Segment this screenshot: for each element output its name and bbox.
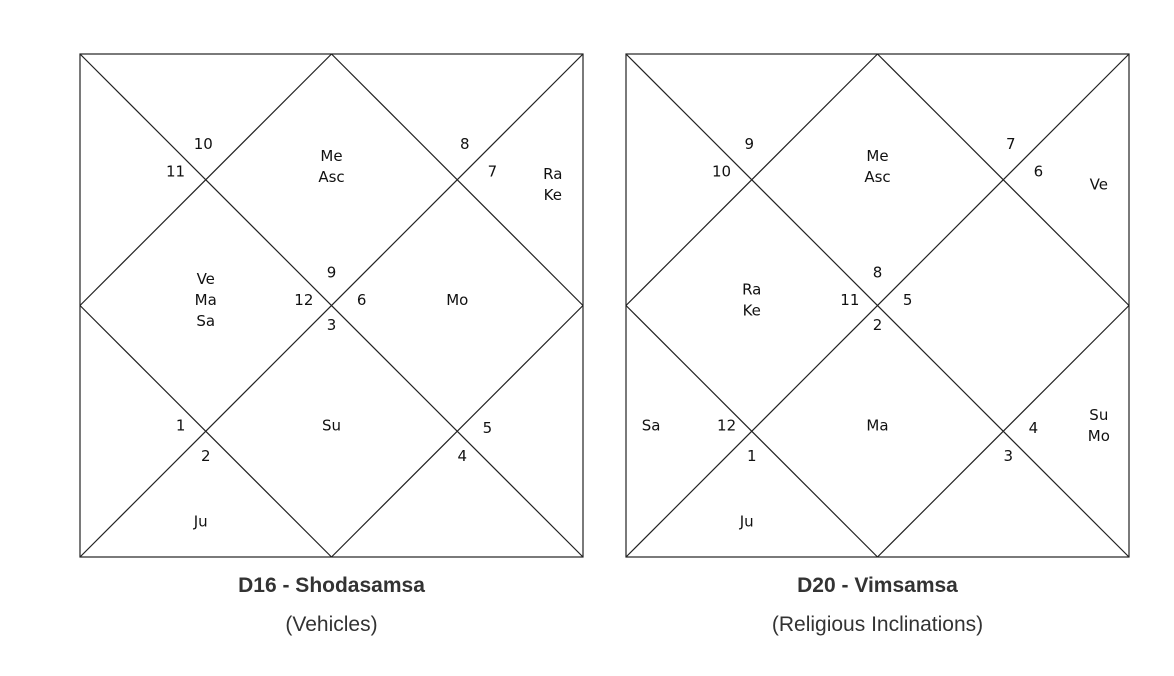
chart-d20: 8 Me Asc 9 10 11 Ra Ke 12 Sa 1 Ju 2 Ma 3 4 Su Mo 5 6 Ve 7 (625, 53, 1130, 558)
house-number: 3 (327, 316, 337, 334)
chart-d16-title: D16 - Shodasamsa (238, 574, 425, 597)
chart-grid-line (79, 53, 332, 306)
chart-d16-subtitle: (Vehicles) (285, 613, 378, 636)
house-number: 2 (201, 447, 211, 465)
chart-d20-grid: 8 Me Asc 9 10 11 Ra Ke 12 Sa 1 Ju 2 Ma 34 Su Mo 5 6 Ve 7 (625, 53, 1130, 558)
house-number: 5 (483, 419, 493, 437)
planet-label: Ju (739, 512, 754, 530)
chart-grid-line (331, 53, 584, 306)
planet-label: Ra (742, 280, 761, 298)
house-number: 4 (1029, 419, 1039, 437)
planet-label: Su (1089, 406, 1108, 424)
planet-label: Mo (1088, 427, 1110, 445)
chart-grid-line (625, 53, 878, 306)
planet-label: Ke (743, 301, 761, 319)
house-number: 3 (1004, 447, 1014, 465)
house-number: 6 (1034, 163, 1044, 181)
house-number: 11 (840, 291, 859, 309)
house-number: 8 (873, 263, 883, 281)
planet-label: Ma (866, 417, 888, 435)
chart-grid-line (79, 305, 332, 558)
chart-grid-line (331, 305, 584, 558)
house-number: 7 (488, 163, 498, 181)
house-number: 7 (1006, 135, 1016, 153)
planet-label: Ve (197, 270, 215, 288)
house-number: 6 (357, 291, 367, 309)
house-number: 2 (873, 316, 883, 334)
planet-label: Ju (193, 512, 208, 530)
chart-d20-title: D20 - Vimsamsa (797, 574, 958, 597)
planet-label: Me (320, 147, 342, 165)
planet-label: Ke (544, 186, 562, 204)
chart-grid-line (877, 305, 1130, 558)
planet-label: Asc (318, 168, 344, 186)
planet-label: Sa (196, 312, 215, 330)
planet-label: Me (866, 147, 888, 165)
planet-label: Ve (1090, 175, 1108, 193)
planet-label: Mo (446, 291, 468, 309)
chart-d20-subtitle: (Religious Inclinations) (771, 613, 984, 636)
chart-grid-line (877, 53, 1130, 306)
house-number: 4 (458, 447, 468, 465)
chart-grid-line (79, 53, 584, 558)
house-number: 1 (176, 417, 186, 435)
house-number: 12 (294, 291, 313, 309)
planet-label: Su (322, 417, 341, 435)
house-number: 12 (717, 417, 736, 435)
house-number: 9 (744, 135, 754, 153)
house-number: 1 (747, 447, 757, 465)
chart-grid-line (625, 305, 878, 558)
planet-label: Asc (864, 168, 890, 186)
house-number: 9 (327, 263, 337, 281)
chart-grid-line (625, 53, 1130, 558)
house-number: 5 (903, 291, 913, 309)
planet-label: Ma (195, 291, 217, 309)
planet-label: Sa (642, 417, 661, 435)
planet-label: Ra (543, 165, 562, 183)
chart-d16: 9 Me Asc 10 11 12 Ve Ma Sa 1 2 Ju 3 Su 4 5 6 Mo 7 Ra Ke 8 (79, 53, 584, 558)
house-number: 10 (712, 163, 731, 181)
house-number: 8 (460, 135, 470, 153)
house-number: 11 (166, 163, 185, 181)
house-number: 10 (194, 135, 213, 153)
